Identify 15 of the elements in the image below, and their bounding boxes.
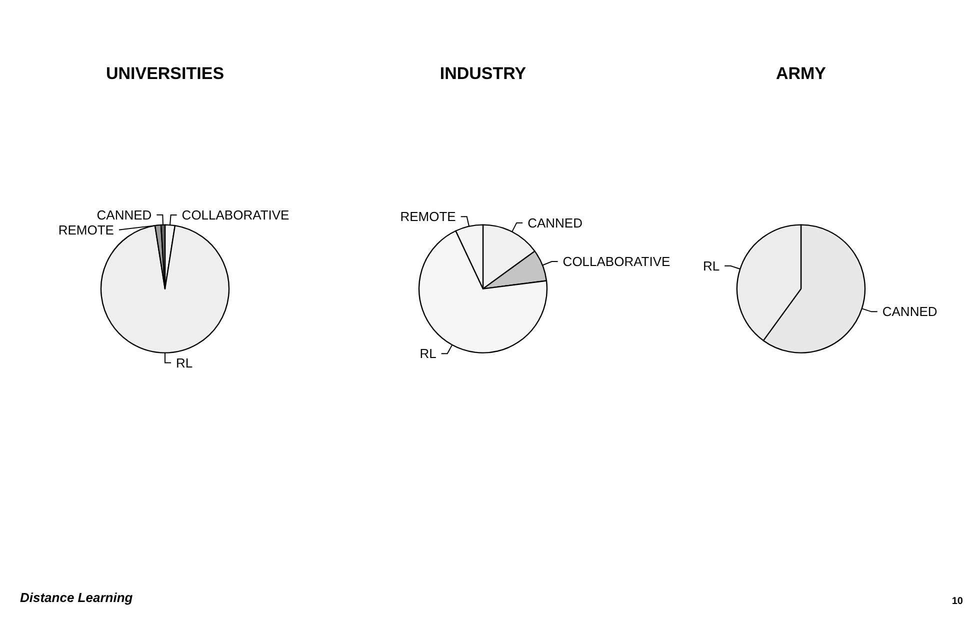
slice-label: COLLABORATIVE bbox=[562, 254, 671, 270]
text: 10 bbox=[952, 596, 963, 607]
chart-title: INDUSTRY bbox=[440, 64, 527, 83]
slice-label: RL bbox=[176, 355, 193, 370]
text: Distance Learning bbox=[20, 590, 133, 605]
slice-label: RL bbox=[420, 346, 436, 362]
slice-label: CANNED bbox=[882, 304, 938, 320]
slice-label: REMOTE bbox=[400, 209, 456, 224]
chart-title: ARMY bbox=[776, 64, 827, 83]
slice-label: RL bbox=[702, 258, 720, 274]
chart-title: UNIVERSITIES bbox=[106, 64, 224, 83]
slice-label: CANNED bbox=[96, 207, 152, 222]
slice-label: REMOTE bbox=[58, 222, 114, 238]
slice-label: COLLABORATIVE bbox=[182, 208, 290, 223]
slice-label: CANNED bbox=[528, 215, 582, 230]
